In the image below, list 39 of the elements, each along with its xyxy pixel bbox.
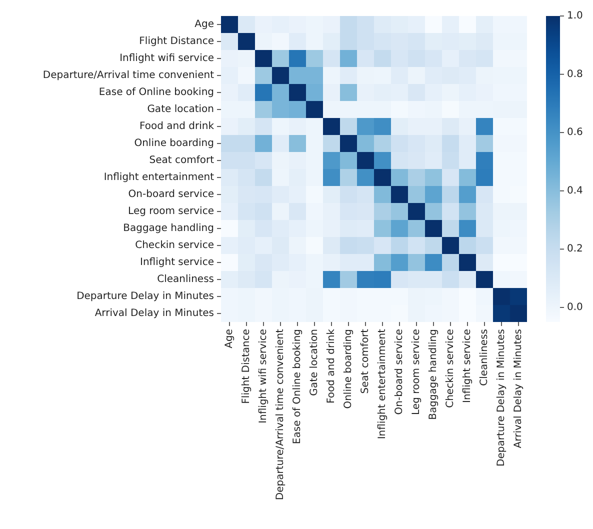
y-tick-label: Inflight service [140, 257, 214, 268]
y-tick-label: Flight Distance [139, 36, 214, 47]
x-tick-label: On-board service [394, 329, 405, 415]
y-tick-label: Departure Delay in Minutes [76, 291, 214, 302]
x-tick-label: Gate location [309, 329, 320, 396]
y-tick-label: Age [194, 19, 214, 30]
y-tick-label: Gate location [147, 104, 214, 115]
y-tick-label: Seat comfort [149, 155, 214, 166]
y-tick-label: Inflight wifi service [120, 53, 214, 64]
x-tick-label: Departure Delay in Minutes [496, 329, 507, 466]
y-tick-label: On-board service [128, 189, 214, 200]
color-bar-label: 0.0 [567, 302, 583, 313]
y-tick-label: Checkin service [135, 240, 214, 251]
x-tick-label: Inflight service [462, 329, 473, 403]
x-tick-label: Food and drink [326, 328, 337, 404]
color-bar-label: 0.4 [567, 185, 583, 196]
y-tick-label: Departure/Arrival time convenient [42, 70, 214, 81]
x-tick-label: Seat comfort [360, 328, 371, 394]
x-tick-label: Age [224, 329, 235, 348]
x-tick-label: Cleanliness [479, 329, 490, 386]
color-bar-label: 0.6 [567, 127, 583, 138]
color-bar-label: 0.2 [567, 244, 583, 255]
x-tick-label: Leg room service [411, 329, 422, 415]
x-tick-label: Ease of Online booking [292, 329, 303, 444]
y-tick-label: Arrival Delay in Minutes [94, 308, 214, 319]
y-tick-label: Baggage handling [123, 223, 214, 234]
y-tick-label: Inflight entertainment [104, 172, 214, 183]
y-tick-label: Leg room service [128, 206, 214, 217]
y-tick-label: Cleanliness [157, 274, 214, 285]
x-tick-label: Inflight entertainment [377, 328, 388, 440]
x-tick-label: Arrival Delay in Minutes [513, 329, 524, 448]
y-tick-label: Ease of Online booking [98, 87, 214, 98]
x-tick-label: Checkin service [445, 329, 456, 408]
y-tick-label: Online boarding [134, 138, 214, 149]
x-tick-label: Online boarding [343, 329, 354, 409]
color-bar-label: 1.0 [567, 10, 583, 22]
color-bar-label: 0.8 [567, 68, 583, 80]
x-tick-label: Baggage handling [428, 329, 439, 420]
y-tick-label: Food and drink [139, 121, 214, 132]
